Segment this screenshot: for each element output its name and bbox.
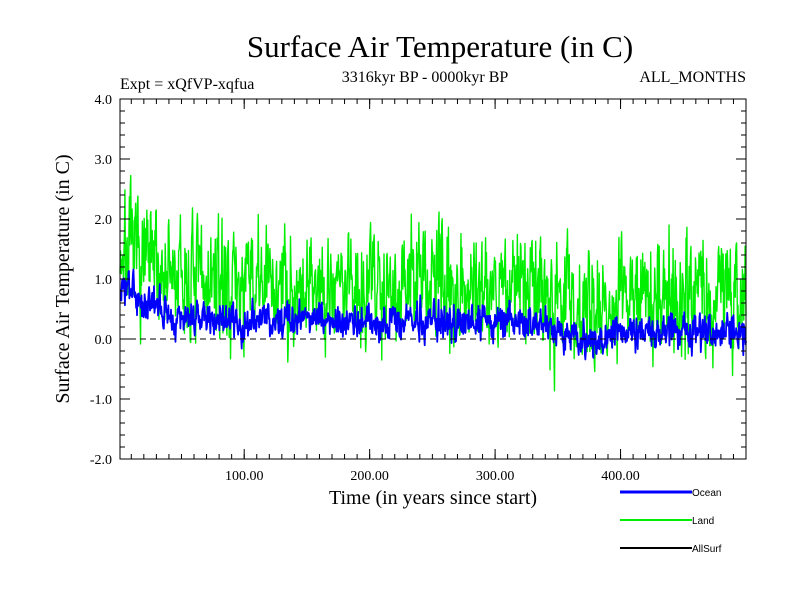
y-tick-label: -1.0 [90, 393, 112, 408]
chart-title: Surface Air Temperature (in C) [247, 29, 633, 64]
time-range-label: 3316kyr BP - 0000kyr BP [342, 69, 509, 86]
series-ocean-line [119, 268, 747, 361]
y-tick-label: 3.0 [95, 153, 113, 168]
axes: -2.0 -1.0 0.0 1.0 2.0 3.0 4.0 100.00 200.00 300.0… [90, 93, 747, 484]
x-axis-label: Time (in years since start) [329, 487, 537, 509]
y-tick-label: 4.0 [95, 93, 113, 108]
plot-area [119, 174, 747, 392]
legend-label-allsurf: AllSurf [692, 544, 722, 555]
y-axis-label: Surface Air Temperature (in C) [52, 154, 74, 403]
legend-label-land: Land [692, 516, 714, 527]
y-tick-label: 0.0 [95, 333, 113, 348]
y-tick-label: -2.0 [90, 453, 112, 468]
y-tick-label: 1.0 [95, 273, 113, 288]
series-land-line [119, 174, 747, 392]
x-tick-label: 400.00 [601, 469, 640, 484]
experiment-label: Expt = xQfVP-xqfua [120, 76, 254, 93]
x-tick-label: 300.00 [476, 469, 515, 484]
legend-label-ocean: Ocean [692, 488, 721, 499]
x-tick-label: 200.00 [350, 469, 389, 484]
x-tick-label: 100.00 [225, 469, 264, 484]
months-label: ALL_MONTHS [639, 69, 746, 86]
legend: Ocean Land AllSurf [620, 488, 722, 555]
y-tick-label: 2.0 [95, 213, 113, 228]
